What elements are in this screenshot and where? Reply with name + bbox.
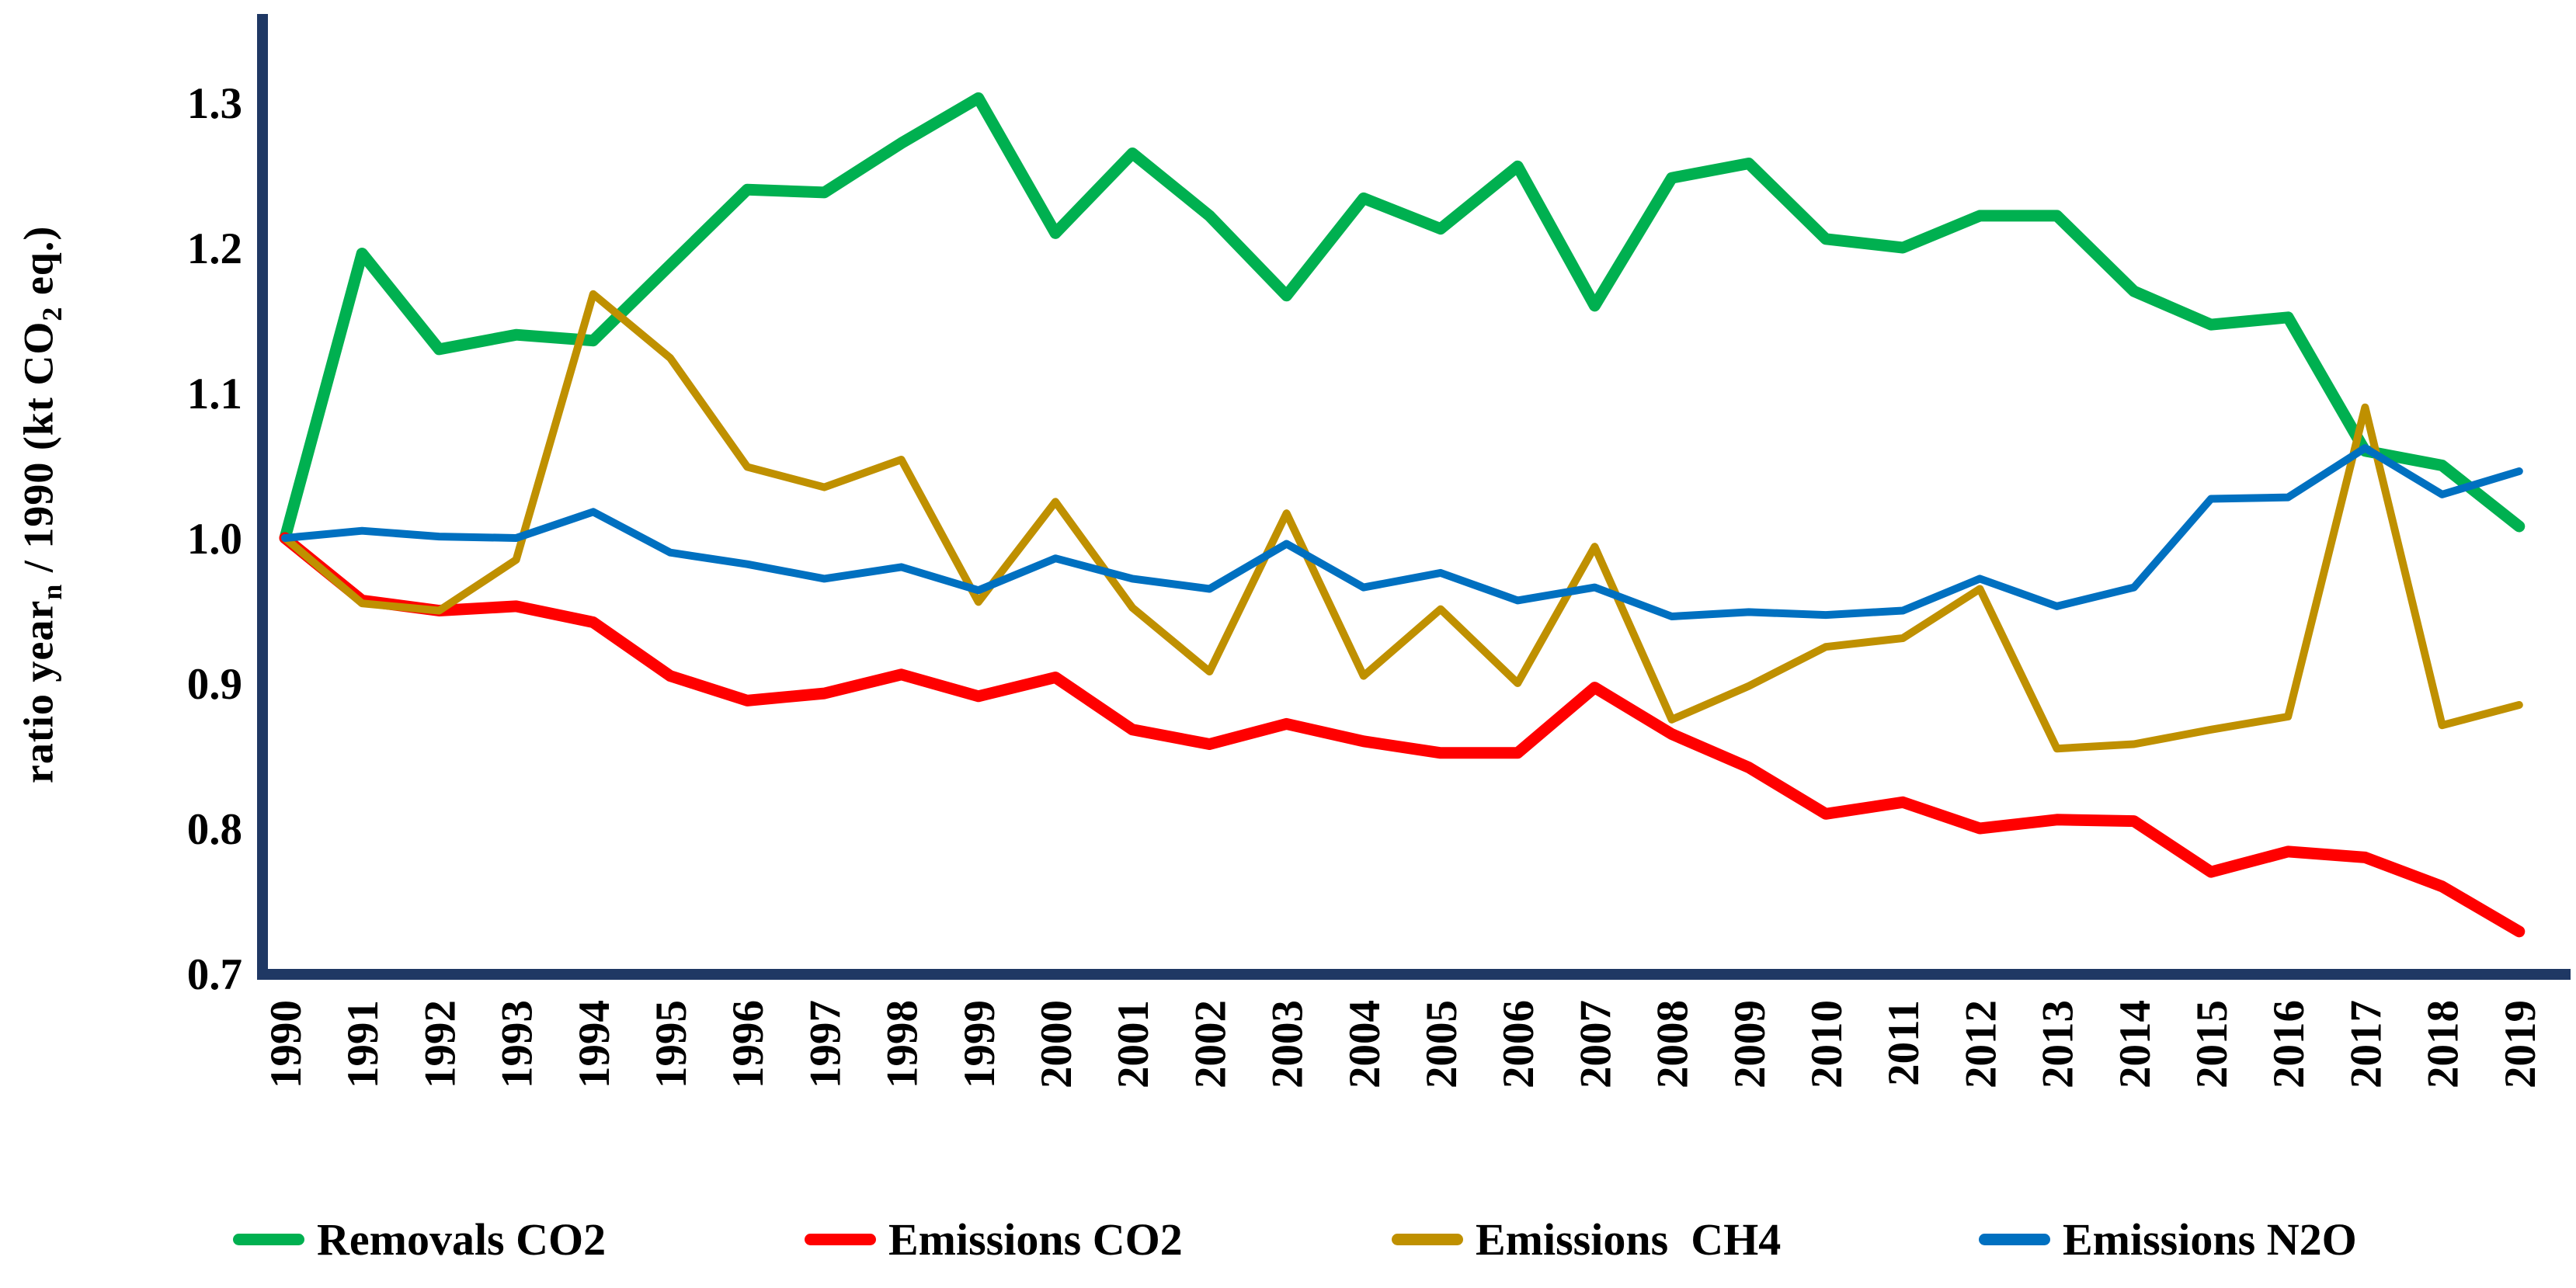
legend-label: Emissions N2O bbox=[2063, 1213, 2357, 1265]
x-tick-label: 2016 bbox=[2265, 1000, 2314, 1088]
legend-item-emissions-co2: Emissions CO2 bbox=[805, 1208, 1183, 1270]
x-tick-label: 2007 bbox=[1571, 1000, 1620, 1088]
y-tick-label: 1.1 bbox=[187, 370, 242, 418]
legend-swatch-emissions-n2o-icon bbox=[1979, 1233, 2050, 1245]
x-tick-label: 1996 bbox=[724, 1000, 773, 1088]
y-tick-label: 1.2 bbox=[187, 224, 242, 273]
legend-item-emissions-ch4: Emissions CH4 bbox=[1392, 1208, 1781, 1270]
x-tick-label: 1991 bbox=[339, 1000, 388, 1088]
x-tick-label: 2014 bbox=[2111, 1000, 2160, 1088]
series-line-removals-co2 bbox=[279, 92, 2526, 544]
series-line-emissions-co2 bbox=[279, 532, 2526, 938]
x-tick-label: 2004 bbox=[1340, 1000, 1389, 1088]
series-line-emissions-ch4 bbox=[281, 290, 2523, 753]
y-tick-label: 0.8 bbox=[187, 805, 242, 854]
legend-label: Removals CO2 bbox=[317, 1213, 607, 1265]
x-tick-label: 2012 bbox=[1956, 1000, 2005, 1088]
legend-item-emissions-n2o: Emissions N2O bbox=[1979, 1208, 2357, 1270]
x-tick-label: 2011 bbox=[1879, 1000, 1928, 1086]
y-tick-label: 0.9 bbox=[187, 660, 242, 709]
x-tick-label: 2008 bbox=[1649, 1000, 1698, 1088]
x-tick-label: 2017 bbox=[2341, 1000, 2390, 1088]
y-tick-label: 1.0 bbox=[187, 515, 242, 564]
x-tick-label: 1992 bbox=[415, 1000, 464, 1088]
x-tick-label: 2009 bbox=[1726, 1000, 1775, 1088]
x-tick-label: 2006 bbox=[1494, 1000, 1543, 1088]
y-tick-label: 0.7 bbox=[187, 950, 242, 999]
x-tick-label: 2000 bbox=[1032, 1000, 1081, 1088]
legend-item-removals-co2: Removals CO2 bbox=[233, 1208, 606, 1270]
x-tick-label: 2018 bbox=[2419, 1000, 2468, 1088]
x-axis-spine bbox=[257, 969, 2571, 980]
series-line-emissions-n2o bbox=[281, 444, 2523, 620]
x-tick-label: 1999 bbox=[955, 1000, 1004, 1088]
y-tick-label: 1.3 bbox=[187, 79, 242, 128]
x-tick-label: 2001 bbox=[1109, 1000, 1158, 1088]
legend-swatch-emissions-co2-icon bbox=[805, 1233, 876, 1245]
y-axis-title: ratio yearn / 1990 (kt CO2 eq.) bbox=[15, 225, 68, 784]
x-tick-label: 1998 bbox=[878, 1000, 927, 1088]
legend-label: Emissions CH4 bbox=[1476, 1213, 1782, 1265]
legend-swatch-removals-co2-icon bbox=[233, 1233, 304, 1245]
x-tick-label: 2003 bbox=[1264, 1000, 1312, 1088]
x-tick-label: 1994 bbox=[570, 1000, 619, 1088]
x-tick-label: 2013 bbox=[2034, 1000, 2083, 1088]
x-tick-label: 2005 bbox=[1417, 1000, 1466, 1088]
x-tick-label: 1997 bbox=[801, 1000, 850, 1088]
x-tick-label: 2019 bbox=[2496, 1000, 2545, 1088]
legend-label: Emissions CO2 bbox=[888, 1213, 1183, 1265]
x-tick-label: 2002 bbox=[1186, 1000, 1235, 1088]
y-axis-spine bbox=[257, 14, 268, 980]
legend: Removals CO2 Emissions CO2 Emissions CH4… bbox=[0, 1208, 2576, 1278]
x-tick-label: 1993 bbox=[493, 1000, 542, 1088]
x-tick-label: 2015 bbox=[2188, 1000, 2237, 1088]
x-tick-label: 1990 bbox=[262, 1000, 311, 1088]
x-tick-label: 2010 bbox=[1803, 1000, 1851, 1088]
x-tick-label: 1995 bbox=[647, 1000, 696, 1088]
legend-swatch-emissions-ch4-icon bbox=[1392, 1233, 1463, 1245]
